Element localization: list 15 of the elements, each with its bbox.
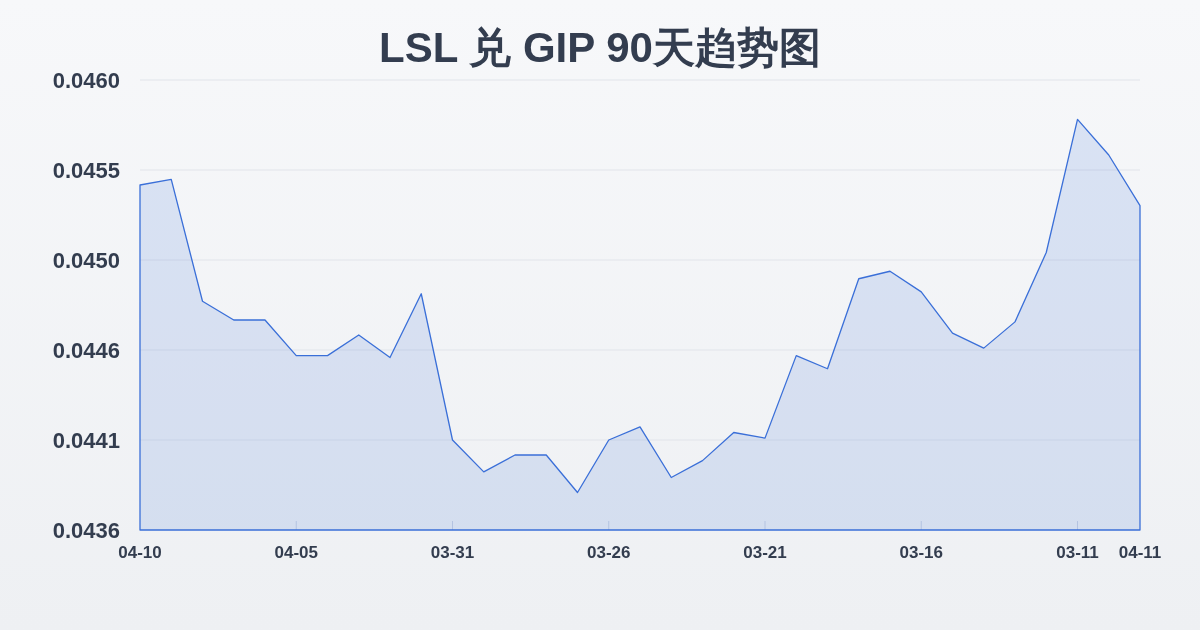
x-tick-label: 03-21	[743, 543, 787, 562]
y-tick-label: 0.0455	[52, 157, 120, 183]
x-tick-label: 03-26	[587, 543, 631, 562]
x-tick-label: 03-16	[899, 543, 943, 562]
x-tick-label: 04-05	[274, 543, 318, 562]
y-tick-label: 0.0450	[52, 247, 120, 273]
x-tick-label: 03-11	[1056, 543, 1099, 562]
y-tick-label: 0.0441	[52, 427, 120, 453]
y-tick-label: 0.0436	[52, 517, 120, 543]
y-tick-label: 0.0446	[52, 337, 120, 363]
title: LSL 兑 GIP 90天趋势图	[379, 24, 821, 71]
x-tick-label: 04-11	[1118, 543, 1162, 562]
y-tick-label: 0.0460	[52, 67, 120, 93]
x-tick-label: 04-10	[118, 543, 162, 562]
x-tick-label: 03-31	[430, 543, 475, 562]
